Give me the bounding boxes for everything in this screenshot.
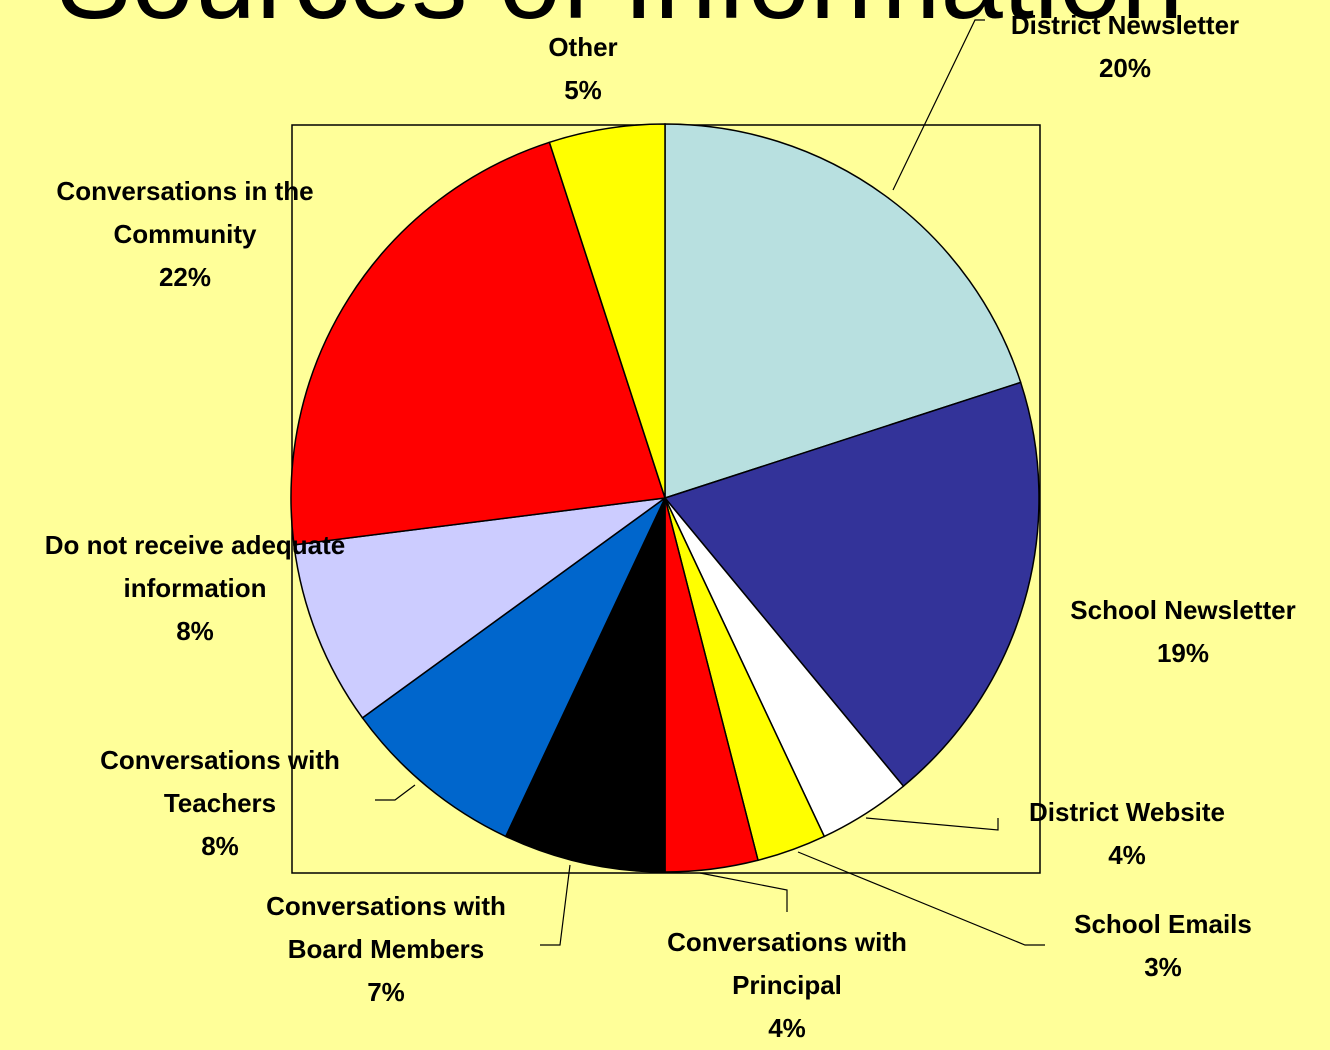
slice-name: Conversations with Teachers (100, 745, 340, 818)
slice-name: District Newsletter (1010, 10, 1240, 40)
slice-label: Conversations with Principal 4% (627, 921, 947, 1050)
slice-value: 4% (768, 1013, 806, 1043)
slice-value: 19% (1156, 638, 1210, 668)
slice-value: 22% (158, 262, 212, 292)
slice-label: Conversations in the Community 22% (15, 170, 355, 299)
slice-value: 8% (176, 616, 214, 646)
slice-value: 3% (1144, 952, 1182, 982)
slice-label: Conversations with Board Members 7% (226, 885, 546, 1014)
pie-slice (548, 123, 666, 499)
slice-name: Conversations in the Community (56, 176, 314, 249)
chart-title: Sources of Information (57, 0, 1184, 42)
slice-label: Do not receive adequate information 8% (0, 524, 390, 653)
slice-name: School Newsletter (1070, 595, 1296, 625)
slice-label: School Emails 3% (1013, 903, 1313, 989)
leader-lines (375, 19, 1045, 946)
slice-label: Conversations with Teachers 8% (60, 739, 380, 868)
slice-name: Conversations with Principal (667, 927, 907, 1000)
leader-line (892, 19, 985, 191)
leader-line (540, 864, 571, 946)
pie-slice (504, 497, 666, 873)
slice-label: District Website 4% (977, 791, 1277, 877)
slice-value: 4% (1108, 840, 1146, 870)
leader-line (375, 784, 416, 801)
slice-name: Do not receive adequate information (44, 530, 346, 603)
pie-slice (293, 497, 666, 719)
slice-value: 20% (1098, 53, 1152, 83)
leader-line (797, 851, 1045, 946)
slice-name: Other (548, 32, 618, 62)
slice-value: 7% (367, 977, 405, 1007)
slice-label: School Newsletter 19% (1023, 589, 1330, 675)
slice-value: 5% (564, 75, 602, 105)
pie-slice (663, 381, 1040, 788)
pie-slice (290, 141, 666, 546)
leader-line (699, 872, 788, 912)
pie-slice (361, 497, 666, 838)
slice-name: School Emails (1074, 909, 1252, 939)
pie-slice (664, 123, 1022, 500)
slice-label: District Newsletter 20% (965, 4, 1285, 90)
slice-name: Conversations with Board Members (266, 891, 506, 964)
pie (290, 123, 1040, 873)
slice-label: Other 5% (483, 26, 683, 112)
slice-name: District Website (1028, 797, 1225, 827)
leader-line (865, 817, 999, 831)
slice-value: 8% (201, 831, 239, 861)
